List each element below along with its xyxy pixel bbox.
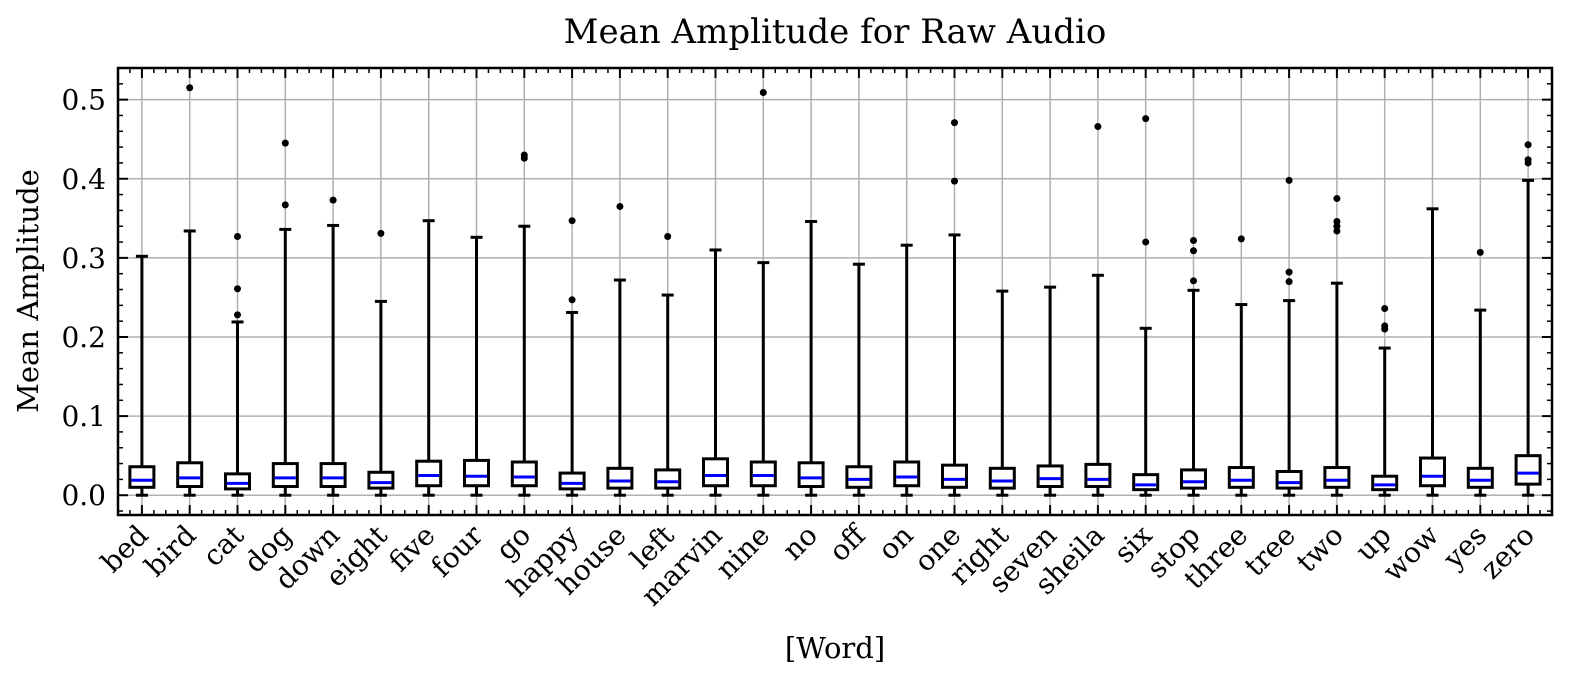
box-zero-outlier	[1524, 156, 1532, 164]
x-tick-label: off	[823, 517, 874, 568]
box-happy-outlier	[568, 296, 576, 304]
box-house-outlier	[616, 202, 624, 210]
y-tick-label: 0.2	[61, 321, 106, 354]
x-axis-label: [Word]	[785, 631, 885, 665]
box-dog-body	[271, 462, 299, 489]
box-four-body	[463, 458, 490, 488]
box-tree-outlier	[1285, 278, 1293, 286]
x-tick-label: zero	[1474, 519, 1541, 586]
box-two-body	[1323, 466, 1351, 489]
x-tick-label: cat	[196, 518, 251, 573]
box-yes-outlier	[1476, 248, 1484, 256]
box-off-body	[845, 465, 873, 489]
x-tick-label: bird	[138, 519, 203, 584]
box-layer	[128, 84, 1542, 497]
box-right-body	[988, 466, 1016, 490]
box-down-outlier	[329, 196, 337, 204]
y-tick-label: 0.4	[61, 163, 106, 196]
box-cat-outlier	[234, 285, 241, 293]
box-three-body	[1227, 466, 1255, 489]
box-up-outlier	[1381, 322, 1389, 330]
box-tree-body	[1275, 469, 1303, 490]
box-six-outlier	[1142, 238, 1150, 246]
box-one-body	[941, 463, 968, 489]
box-go-outlier	[520, 151, 528, 159]
box-happy-body	[558, 471, 586, 491]
box-bird-body	[176, 461, 204, 489]
box-no-body	[797, 461, 825, 489]
x-tick-label: bed	[94, 519, 154, 579]
box-zero-outlier	[1524, 141, 1532, 149]
box-stop-outlier	[1190, 247, 1197, 255]
box-up-body	[1371, 474, 1399, 492]
x-tick-label: tree	[1238, 519, 1302, 583]
box-up-outlier	[1381, 305, 1389, 313]
box-dog-outlier	[281, 139, 289, 147]
chart-title: Mean Amplitude for Raw Audio	[564, 12, 1107, 52]
y-tick-label: 0.3	[61, 242, 106, 275]
label-layer: 0.00.10.20.30.40.5bedbirdcatdogdowneight…	[61, 84, 1541, 613]
y-tick-label: 0.0	[61, 479, 106, 512]
box-six-outlier	[1142, 115, 1150, 123]
box-two-outlier	[1333, 217, 1341, 225]
box-happy-outlier	[568, 217, 576, 225]
box-six-body	[1132, 473, 1160, 492]
y-tick-label: 0.5	[61, 84, 106, 117]
box-stop-body	[1180, 468, 1207, 490]
box-stop-outlier	[1190, 236, 1197, 244]
y-axis-label: Mean Amplitude	[11, 169, 45, 413]
box-one-outlier	[951, 119, 958, 127]
box-eight-body	[367, 470, 395, 490]
box-five-body	[415, 459, 443, 488]
box-house-body	[606, 466, 634, 490]
box-one-outlier	[951, 177, 958, 185]
box-three-outlier	[1237, 235, 1245, 243]
box-left-body	[654, 468, 682, 490]
box-two-outlier	[1333, 195, 1341, 203]
box-go-body	[510, 460, 538, 488]
x-tick-label: four	[425, 518, 490, 583]
box-sheila-outlier	[1094, 123, 1102, 131]
x-tick-label: wow	[1376, 519, 1445, 588]
box-bed-body	[128, 465, 156, 489]
box-nine-body	[749, 460, 777, 488]
box-marvin-body	[702, 457, 729, 488]
y-tick-label: 0.1	[61, 400, 106, 433]
x-tick-label: two	[1290, 519, 1350, 579]
box-bird-outlier	[186, 84, 194, 92]
box-down-body	[319, 462, 347, 489]
box-tree-outlier	[1285, 176, 1293, 184]
x-tick-label: nine	[709, 519, 776, 586]
box-on-body	[893, 460, 921, 488]
box-cat-outlier	[234, 311, 241, 319]
box-cat-outlier	[234, 233, 241, 241]
tick-layer	[117, 68, 1553, 515]
box-sheila-body	[1084, 462, 1112, 489]
box-dog-outlier	[281, 201, 289, 209]
box-cat-body	[224, 472, 251, 491]
box-yes-body	[1466, 466, 1494, 489]
box-tree-outlier	[1285, 268, 1293, 276]
x-tick-label: no	[776, 519, 824, 567]
box-nine-outlier	[759, 89, 767, 97]
box-seven-body	[1036, 464, 1064, 489]
box-stop-outlier	[1190, 277, 1197, 285]
box-left-outlier	[664, 233, 672, 241]
box-zero-body	[1514, 454, 1542, 486]
box-wow-body	[1419, 456, 1446, 488]
box-eight-outlier	[377, 229, 385, 237]
